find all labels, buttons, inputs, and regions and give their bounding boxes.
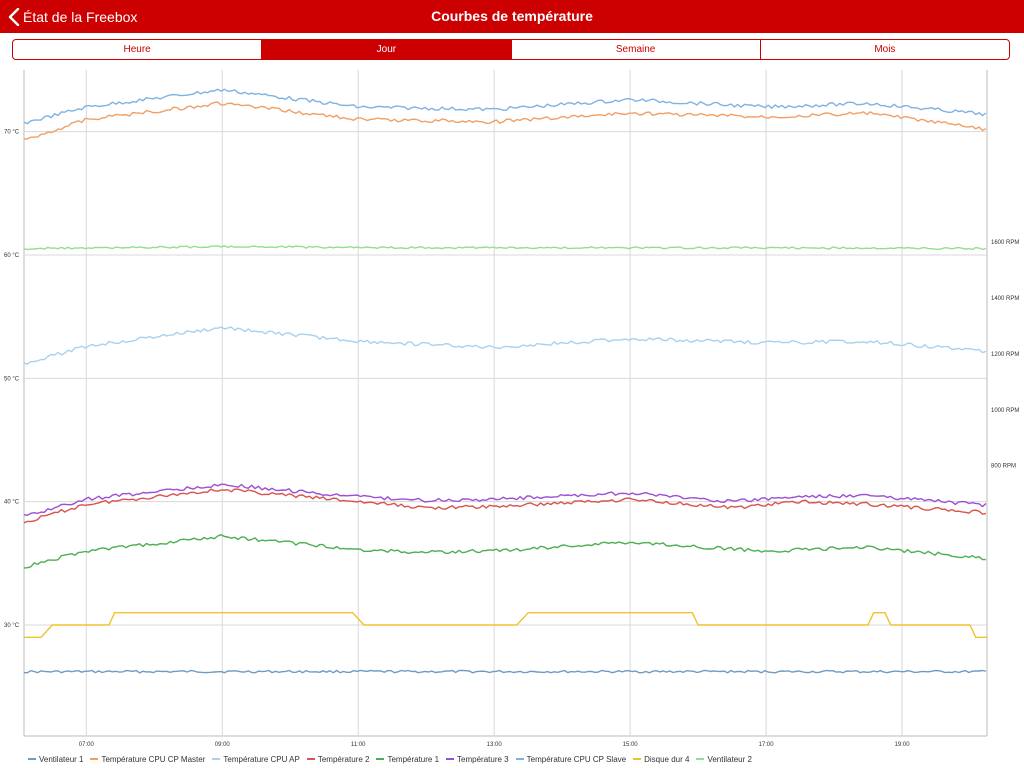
y-right-tick-label: 1000 RPM — [991, 408, 1019, 414]
legend-item-ventilateur-1: Ventilateur 1 — [28, 755, 83, 764]
x-tick-label: 17:00 — [759, 742, 775, 748]
back-button-label: État de la Freebox — [23, 8, 138, 25]
series-line-ventilateur-2 — [23, 245, 987, 251]
legend-swatch — [515, 758, 524, 760]
legend-label: Température CPU CP Slave — [526, 754, 627, 764]
legend-label: Ventilateur 2 — [707, 754, 752, 764]
series-line-temperature-3 — [23, 483, 987, 516]
y-right-tick-label: 800 RPM — [991, 464, 1016, 470]
series-line-disque-dur-4 — [24, 612, 987, 638]
y-right-tick-label: 1200 RPM — [991, 352, 1019, 358]
legend-item-temperature-2: Température 2 — [306, 754, 370, 764]
y-left-tick-label: 70 °C — [4, 130, 20, 136]
legend-label: Température 2 — [317, 754, 370, 764]
chart-legend: Ventilateur 1 Température CPU CP Master Te… — [28, 752, 1018, 766]
legend-label: Température 3 — [457, 754, 509, 764]
tab-mois[interactable]: Mois — [759, 40, 1009, 59]
legend-item-temperature-cpu-cp-slave: Température CPU CP Slave — [515, 754, 627, 764]
legend-item-disque-dur-4: Disque dur 4 — [633, 755, 689, 764]
legend-item-temperature-cpu-cp-master: Température CPU CP Master — [90, 755, 205, 764]
period-selector: Heure Jour Semaine Mois — [12, 39, 1010, 60]
legend-swatch — [212, 758, 221, 760]
legend-label: Température 1 — [387, 754, 440, 764]
x-tick-label: 09:00 — [215, 742, 231, 748]
y-left-tick-label: 40 °C — [4, 500, 20, 506]
x-tick-label: 07:00 — [79, 742, 95, 748]
y-left-tick-label: 50 °C — [4, 376, 20, 382]
y-right-tick-label: 1400 RPM — [991, 296, 1019, 302]
legend-item-temperature-cpu-ap: Température CPU AP — [212, 754, 300, 764]
x-tick-label: 13:00 — [487, 742, 503, 748]
legend-swatch — [696, 758, 705, 760]
y-left-tick-label: 60 °C — [4, 253, 20, 259]
series-line-temperature-1 — [23, 534, 986, 569]
legend-label: Disque dur 4 — [644, 754, 690, 764]
x-tick-label: 11:00 — [351, 742, 366, 748]
tab-semaine[interactable]: Semaine — [510, 40, 760, 59]
legend-label: Température CPU CP Master — [101, 754, 206, 764]
legend-item-temperature-3: Température 3 — [446, 755, 509, 764]
series-line-temperature-cpu-ap — [23, 326, 987, 365]
x-tick-label: 15:00 — [623, 742, 639, 748]
series-line-ventilateur-1 — [24, 669, 987, 674]
chevron-left-icon — [8, 7, 20, 26]
tab-jour[interactable]: Jour — [261, 40, 511, 59]
series-line-temperature-cpu-cp-master — [24, 101, 987, 140]
page-title: Courbes de température — [431, 8, 593, 24]
x-tick-label: 19:00 — [895, 742, 911, 748]
tab-heure[interactable]: Heure — [123, 44, 151, 55]
legend-label: Ventilateur 1 — [39, 754, 84, 764]
legend-label: Température CPU AP — [223, 754, 300, 764]
legend-swatch — [306, 758, 315, 760]
series-line-temperature-cpu-cp-slave — [23, 88, 987, 125]
legend-swatch — [446, 758, 455, 760]
nav-bar: État de la Freebox Courbes de températur… — [0, 0, 1024, 33]
legend-swatch — [28, 758, 36, 760]
y-right-tick-label: 1600 RPM — [991, 240, 1019, 246]
legend-item-ventilateur-2: Ventilateur 2 — [696, 754, 752, 764]
legend-item-temperature-1: Température 1 — [376, 755, 439, 764]
temperature-chart: 30 °C 40 °C 50 °C 60 °C 70 °C 800 RPM 1000 RPM… — [4, 70, 1019, 748]
y-left-tick-label: 30 °C — [4, 623, 20, 629]
back-button[interactable]: État de la Freebox — [8, 0, 137, 33]
legend-swatch — [90, 758, 99, 760]
legend-swatch — [633, 758, 642, 760]
legend-swatch — [376, 758, 385, 760]
series-line-temperature-2 — [23, 488, 987, 524]
